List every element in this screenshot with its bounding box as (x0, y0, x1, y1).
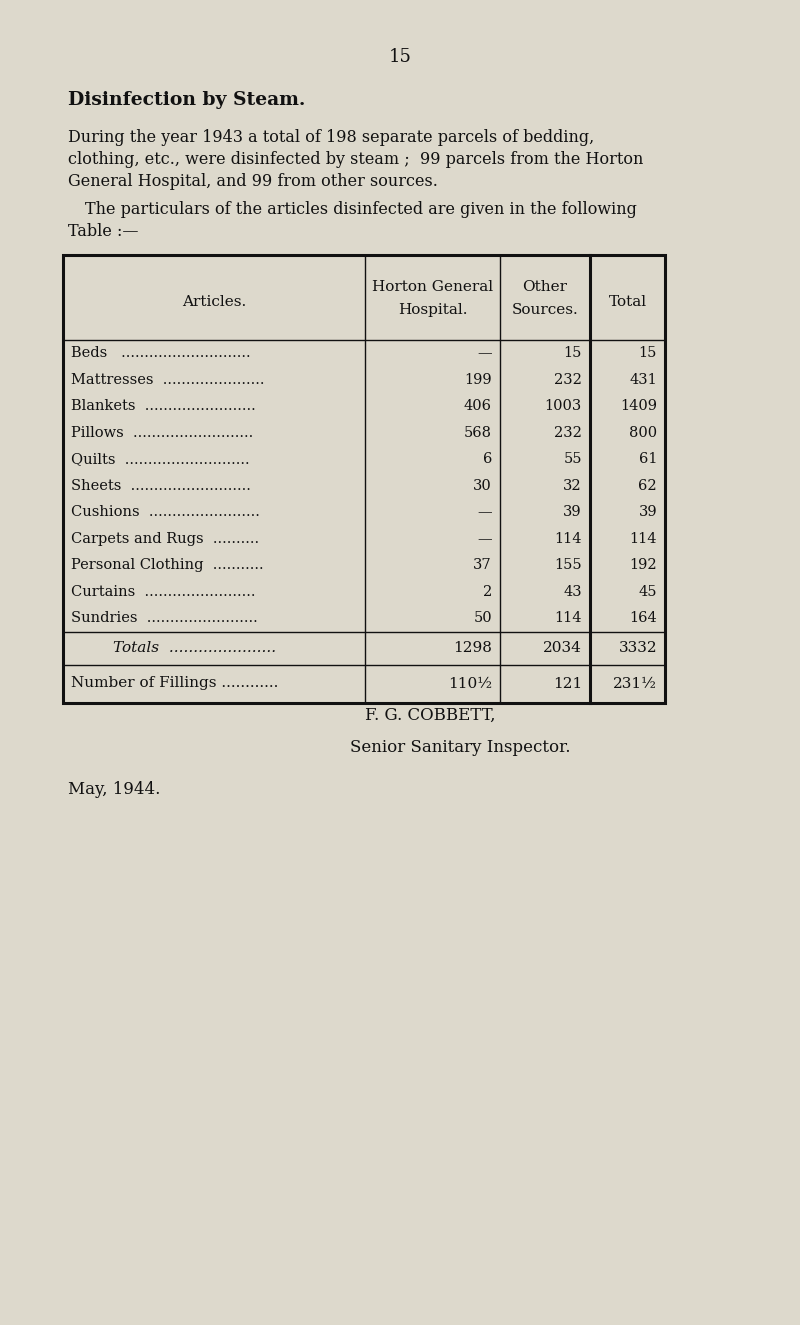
Text: Totals  ......................: Totals ...................... (113, 641, 276, 655)
Text: Horton General: Horton General (372, 281, 493, 294)
Text: Sheets  ..........................: Sheets .......................... (71, 478, 251, 493)
Text: —: — (478, 505, 492, 519)
Text: Disinfection by Steam.: Disinfection by Steam. (68, 91, 306, 109)
Text: 114: 114 (630, 531, 657, 546)
Text: 1298: 1298 (453, 641, 492, 655)
Text: Sundries  ........................: Sundries ........................ (71, 611, 258, 625)
Text: Total: Total (609, 295, 646, 310)
Text: 2034: 2034 (543, 641, 582, 655)
Text: 61: 61 (638, 452, 657, 466)
Text: Cushions  ........................: Cushions ........................ (71, 505, 260, 519)
Text: 15: 15 (389, 48, 411, 66)
Text: 114: 114 (554, 611, 582, 625)
Text: Hospital.: Hospital. (398, 303, 467, 317)
Text: 568: 568 (464, 425, 492, 440)
Text: 121: 121 (553, 677, 582, 690)
Text: 232: 232 (554, 425, 582, 440)
Text: 39: 39 (563, 505, 582, 519)
Text: 231½: 231½ (613, 677, 657, 690)
Text: 1003: 1003 (545, 399, 582, 413)
Text: Pillows  ..........................: Pillows .......................... (71, 425, 254, 440)
Text: 199: 199 (464, 372, 492, 387)
Text: Mattresses  ......................: Mattresses ...................... (71, 372, 265, 387)
Text: clothing, etc., were disinfected by steam ;  99 parcels from the Horton: clothing, etc., were disinfected by stea… (68, 151, 643, 168)
Text: During the year 1943 a total of 198 separate parcels of bedding,: During the year 1943 a total of 198 sepa… (68, 130, 594, 147)
Text: 43: 43 (563, 584, 582, 599)
Text: Personal Clothing  ...........: Personal Clothing ........... (71, 558, 264, 572)
Text: 30: 30 (474, 478, 492, 493)
Text: Curtains  ........................: Curtains ........................ (71, 584, 255, 599)
Text: Table :—: Table :— (68, 224, 138, 241)
Text: Other: Other (522, 281, 567, 294)
Text: Quilts  ...........................: Quilts ........................... (71, 452, 250, 466)
Bar (63, 254, 665, 702)
Text: Articles.: Articles. (182, 295, 246, 310)
Text: Blankets  ........................: Blankets ........................ (71, 399, 256, 413)
Text: 164: 164 (630, 611, 657, 625)
Text: 15: 15 (638, 346, 657, 360)
Text: 45: 45 (638, 584, 657, 599)
Text: May, 1944.: May, 1944. (68, 782, 160, 799)
Text: —: — (478, 346, 492, 360)
Text: Sources.: Sources. (512, 303, 578, 317)
Text: 114: 114 (554, 531, 582, 546)
Text: —: — (478, 531, 492, 546)
Text: Senior Sanitary Inspector.: Senior Sanitary Inspector. (350, 739, 570, 757)
Text: 3332: 3332 (618, 641, 657, 655)
Text: 431: 431 (630, 372, 657, 387)
Text: 50: 50 (474, 611, 492, 625)
Text: The particulars of the articles disinfected are given in the following: The particulars of the articles disinfec… (85, 201, 637, 219)
Text: 55: 55 (563, 452, 582, 466)
Text: 155: 155 (554, 558, 582, 572)
Text: General Hospital, and 99 from other sources.: General Hospital, and 99 from other sour… (68, 174, 438, 191)
Text: Number of Fillings ............: Number of Fillings ............ (71, 677, 278, 690)
Text: 192: 192 (630, 558, 657, 572)
Text: 2: 2 (482, 584, 492, 599)
Text: 62: 62 (638, 478, 657, 493)
Text: 1409: 1409 (620, 399, 657, 413)
Text: Carpets and Rugs  ..........: Carpets and Rugs .......... (71, 531, 259, 546)
Text: 800: 800 (629, 425, 657, 440)
Text: 110½: 110½ (448, 677, 492, 690)
Text: 15: 15 (564, 346, 582, 360)
Text: 232: 232 (554, 372, 582, 387)
Text: 406: 406 (464, 399, 492, 413)
Text: 39: 39 (638, 505, 657, 519)
Text: 6: 6 (482, 452, 492, 466)
Text: F. G. COBBETT,: F. G. COBBETT, (365, 706, 495, 723)
Text: 37: 37 (474, 558, 492, 572)
Text: 32: 32 (563, 478, 582, 493)
Text: Beds   ............................: Beds ............................ (71, 346, 250, 360)
